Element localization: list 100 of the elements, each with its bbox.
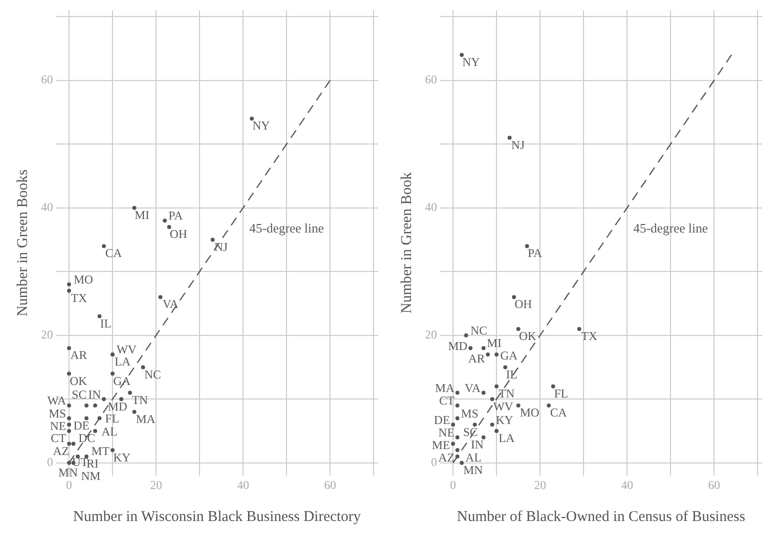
data-label: NE — [438, 426, 454, 440]
data-label: MS — [48, 406, 66, 420]
data-label: MN — [463, 463, 484, 478]
point — [472, 422, 477, 427]
y-tick-label: 0 — [47, 455, 53, 470]
point — [67, 416, 72, 420]
point — [132, 206, 136, 210]
data-label: NC — [144, 367, 162, 382]
data-label: RI — [86, 456, 98, 471]
data-label: AR — [70, 348, 88, 362]
data-label: KY — [113, 450, 131, 464]
point — [577, 326, 582, 331]
data-label: NE — [50, 418, 66, 433]
point — [494, 384, 499, 388]
y-tick-label: 20 — [41, 328, 53, 342]
point — [132, 410, 136, 414]
point — [468, 346, 472, 350]
data-label: AL — [465, 450, 482, 465]
x-axis-title: Number of Black-Owned in Census of Business — [456, 508, 746, 525]
annotation: 45-degree line — [249, 220, 324, 236]
data-label: FL — [554, 386, 568, 400]
point — [102, 244, 106, 248]
point — [67, 442, 72, 446]
point — [119, 397, 124, 402]
point — [93, 403, 98, 408]
point — [84, 454, 88, 458]
y-tick-label: 40 — [425, 200, 437, 214]
data-label: VA — [464, 380, 481, 395]
data-label: MN — [58, 466, 78, 480]
point — [455, 435, 460, 440]
point — [162, 218, 167, 223]
x-tick-label: 20 — [534, 478, 546, 492]
point — [67, 460, 72, 465]
data-label: MS — [461, 406, 478, 420]
x-tick-label: 60 — [708, 478, 720, 492]
x-tick-label: 60 — [324, 478, 336, 492]
data-label: IN — [88, 387, 102, 402]
data-label: DE — [73, 418, 90, 432]
data-label: NM — [81, 469, 101, 484]
point — [71, 442, 76, 446]
data-label: NJ — [511, 138, 525, 152]
x-axis-title: Number in Wisconsin Black Business Directory — [73, 508, 362, 525]
data-label: AR — [468, 352, 485, 366]
y-axis-title: Number in Green Book — [398, 172, 415, 314]
point — [546, 403, 551, 408]
data-label: AL — [102, 424, 118, 438]
data-label: TN — [498, 386, 515, 400]
x-tick-label: 0 — [66, 478, 72, 492]
x-tick-label: 20 — [150, 478, 162, 492]
data-label: TX — [581, 329, 598, 344]
y-axis-title: Number in Green Books — [14, 169, 31, 316]
point — [84, 416, 88, 420]
data-label: NY — [252, 118, 270, 133]
y-tick-label: 60 — [41, 72, 53, 86]
data-label: IN — [470, 438, 484, 452]
data-label: AZ — [438, 450, 454, 464]
point — [67, 428, 72, 433]
point — [455, 390, 460, 395]
data-label: SC — [72, 388, 86, 402]
point — [110, 372, 115, 376]
data-label: LA — [498, 431, 515, 446]
data-label: KY — [496, 412, 514, 427]
data-label: ME — [432, 438, 450, 452]
data-label: AZ — [53, 444, 70, 458]
data-label: WA — [47, 394, 66, 408]
data-label: OH — [514, 297, 532, 312]
point — [67, 282, 72, 286]
point — [482, 435, 486, 440]
y-tick-label: 0 — [431, 455, 437, 470]
data-label: WV — [116, 342, 137, 357]
data-label: MD — [108, 399, 128, 414]
data-label: MA — [136, 412, 156, 426]
point — [102, 397, 106, 402]
data-label: MT — [91, 444, 110, 458]
data-label: NY — [462, 54, 480, 69]
data-label: PA — [168, 208, 184, 223]
point — [210, 238, 215, 242]
data-label: DE — [434, 412, 450, 427]
point — [84, 403, 88, 408]
point — [455, 416, 460, 420]
point — [451, 422, 456, 427]
point — [67, 372, 72, 376]
data-label: VA — [162, 297, 179, 312]
data-label: MA — [435, 380, 455, 395]
data-label: CT — [50, 431, 67, 446]
data-label: LA — [114, 354, 131, 369]
point — [486, 352, 490, 356]
data-label: PA — [528, 246, 542, 260]
x-tick-label: 40 — [237, 478, 250, 492]
point — [158, 295, 162, 300]
data-label: IL — [506, 367, 518, 382]
y-tick-label: 20 — [425, 328, 437, 342]
point — [490, 397, 494, 402]
data-label: TX — [71, 290, 88, 305]
point — [128, 390, 132, 395]
point — [503, 365, 508, 370]
data-label: MD — [448, 339, 468, 354]
point — [512, 295, 516, 300]
point — [93, 428, 98, 433]
data-label: FL — [105, 412, 120, 426]
